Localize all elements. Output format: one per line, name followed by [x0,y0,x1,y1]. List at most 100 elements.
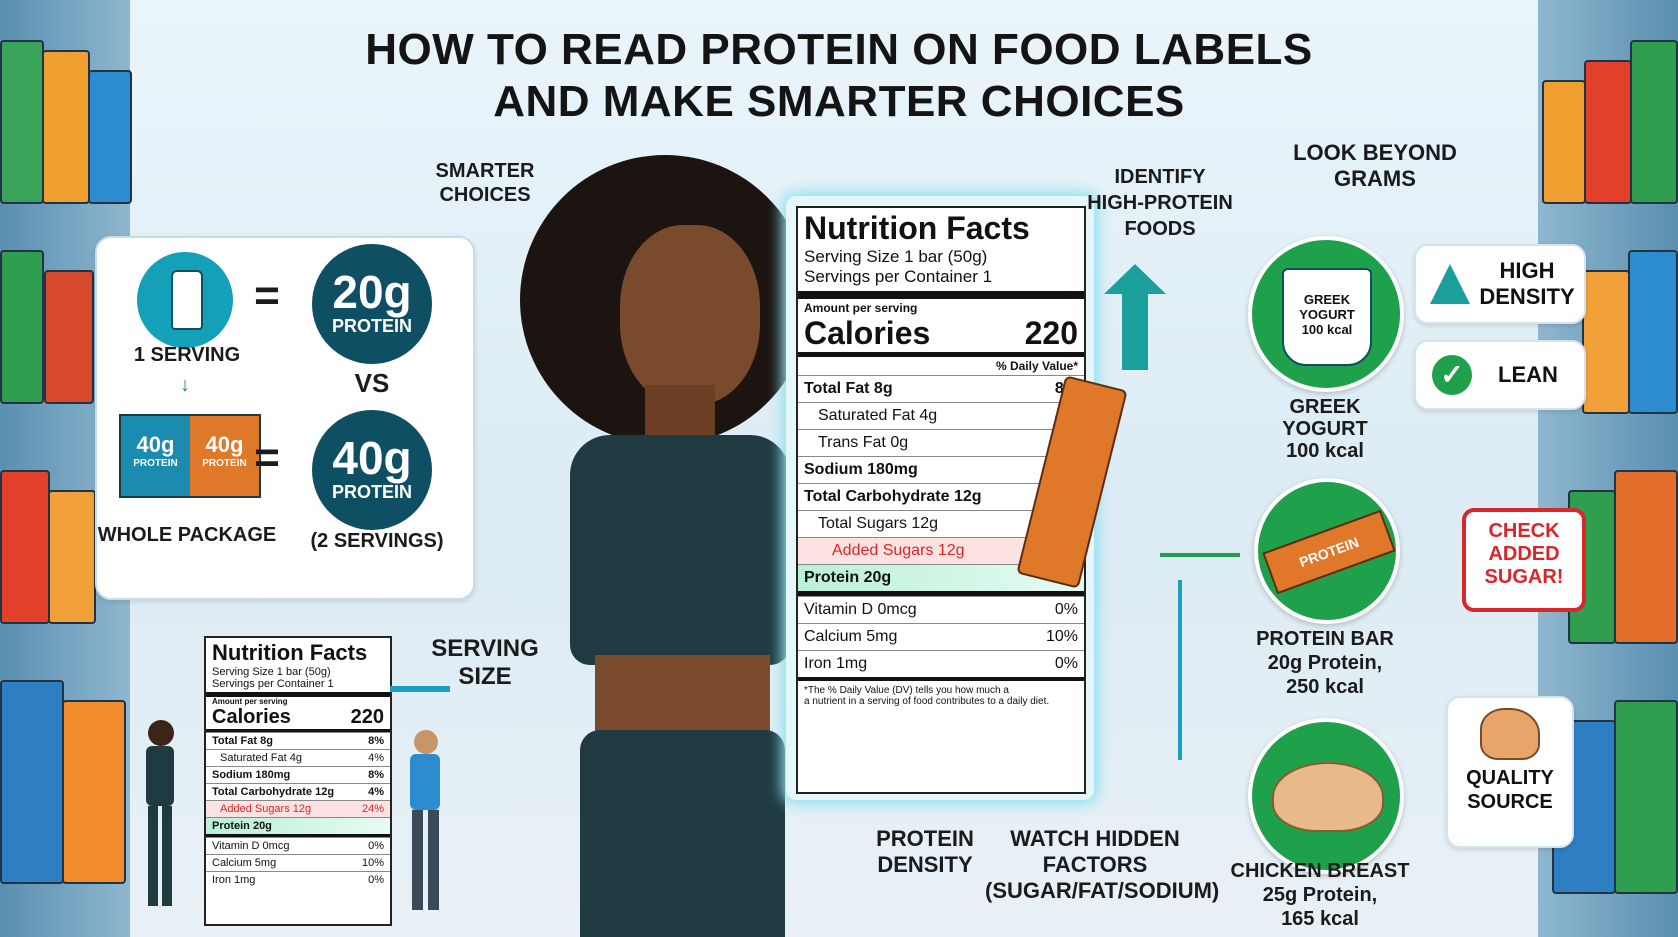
small-nf-row-dv: 24% [361,803,384,815]
protein-bar-line-2: 20g Protein, [1267,652,1383,674]
nf-servings-per: Servings per Container 1 [798,267,1084,299]
bar-right-sub: PROTEIN [202,458,247,469]
yogurt-cup: GREEK YOGURT 100 kcal [1282,268,1372,366]
protein-bar-wrapper: PROTEIN [1262,509,1396,595]
identify-line-1: IDENTIFY [1114,166,1206,188]
check-added-line-1: CHECK [1488,520,1560,542]
flexed-bicep-icon [1480,708,1540,760]
chicken-circle [1248,718,1404,874]
nf-row-name: Total Fat 8g [804,380,893,397]
small-nf-row-dv: 8% [368,735,384,747]
quality-source-badge: QUALITY SOURCE [1446,696,1574,848]
small-nf-row-dv: 4% [368,786,384,798]
arrow-to-chicken-icon [1178,580,1182,760]
small-nf-servings-per: Servings per Container 1 [206,678,390,697]
glass-icon [171,270,203,330]
watch-line-3: (SUGAR/FAT/SODIUM) [985,878,1220,903]
nf-row-name: Total Sugars 12g [818,515,939,532]
identify-line-3: FOODS [1124,218,1196,240]
small-nf-row-dv: 8% [368,769,384,781]
serving-size-line-1: SERVING [431,635,539,662]
small-nf-calories-row: Calories 220 [206,706,390,732]
small-nf-row: Added Sugars 12g 24% [206,800,390,817]
bar-right-half: 40g PROTEIN [190,416,259,496]
small-nutrition-label: Nutrition Facts Serving Size 1 bar (50g)… [204,636,392,926]
check-added-line-2: ADDED [1488,543,1560,565]
nf-row: Total Fat 8g8% [798,375,1084,402]
equals-sign-2: = [254,433,280,482]
nf-row: Vitamin D 0mcg 0% [798,596,1084,623]
small-nf-row-dv: 0% [368,874,384,886]
nf-row: Saturated Fat 4g4% [798,402,1084,429]
small-nf-row: Sodium 180mg 8% [206,766,390,783]
quality-line-1: QUALITY [1466,767,1554,789]
nf-row-name: Added Sugars 12g [832,542,965,559]
small-nf-serving-size: Serving Size 1 bar (50g) [212,666,331,678]
serving-size-line-2: SIZE [458,663,512,690]
woman-main-figure [500,145,870,937]
nf-calories-label: Calories [804,315,931,351]
nf-row-name: Saturated Fat 4g [818,407,938,424]
arrow-to-protein-bar-icon [1160,553,1240,557]
nf-dv-header: % Daily Value* [995,359,1078,373]
check-added-line-3: SUGAR! [1484,566,1564,588]
high-density-line-1: HIGH [1499,258,1555,283]
small-nf-row: Iron 1mg 0% [206,871,390,888]
chicken-line-3: 165 kcal [1281,908,1359,930]
woman-midriff [595,655,770,735]
nf-row-name: Vitamin D 0mcg [804,601,917,618]
small-nf-row-dv: 0% [368,840,384,852]
equals-sign-1: = [254,271,280,320]
nf-row: Trans Fat 0g [798,429,1084,456]
small-nf-row-dv: 10% [361,857,384,869]
nf-row-name: Total Carbohydrate 12g [804,488,982,505]
nf-row-name: Trans Fat 0g [818,434,909,451]
title-line-1: HOW TO READ PROTEIN ON FOOD LABELS [365,25,1313,74]
small-nf-row: Total Fat 8g 8% [206,732,390,749]
protein-circle-2-label: PROTEIN [331,482,412,502]
man-pointing-figure [400,730,450,920]
chicken-line-2: 25g Protein, [1262,884,1378,906]
watch-line-1: WATCH HIDDEN [1010,826,1180,851]
lean-label: LEAN [1498,362,1558,387]
yogurt-line-1: GREEK [1289,396,1361,418]
yogurt-cup-line-2: YOGURT [1299,307,1355,322]
small-nf-row-name: Total Carbohydrate 12g [212,786,335,798]
woman-pointing-figure [130,720,190,920]
chicken-breast-icon [1272,762,1384,832]
yogurt-cup-line-1: GREEK [1303,292,1351,307]
small-nf-calories-label: Calories [212,706,291,728]
high-density-line-2: DENSITY [1479,284,1575,309]
check-added-sugar-badge: CHECK ADDED SUGAR! [1462,508,1586,612]
protein-bar-wrapper-label: PROTEIN [1297,533,1361,571]
protein-density-line-1: PROTEIN [876,826,974,851]
chicken-line-1: CHICKEN BREAST [1230,860,1410,882]
whole-package-label: WHOLE PACKAGE [97,524,277,546]
small-nf-row-name: Total Fat 8g [212,735,273,747]
small-nf-row-name: Calcium 5mg [212,857,277,869]
woman-face [620,225,760,405]
bar-left-sub: PROTEIN [133,458,178,469]
small-nf-row-dv: 4% [368,752,384,764]
bar-right-value: 40g [205,432,244,457]
high-density-badge: HIGH DENSITY [1414,244,1586,324]
small-nf-row-name: Sodium 180mg [212,769,291,781]
protein-circle-1: 20g PROTEIN [312,244,432,364]
smarter-choices-line-1: SMARTER [435,160,535,182]
nf-row: Calcium 5mg 10% [798,623,1084,650]
quality-line-2: SOURCE [1467,791,1553,813]
identify-arrow-up-icon [1122,290,1148,370]
woman-top [570,435,790,665]
identify-line-2: HIGH-PROTEIN [1087,192,1233,214]
yogurt-cup-line-3: 100 kcal [1301,322,1353,337]
two-servings-label: (2 SERVINGS) [310,530,444,552]
nf-footnote-1: *The % Daily Value (DV) tells you how mu… [798,677,1084,696]
nf-row: Sodium 180mg [798,456,1084,483]
look-beyond-line-2: GRAMS [1334,166,1416,191]
look-beyond-line-1: LOOK BEYOND [1293,140,1457,165]
protein-bar-line-1: PROTEIN BAR [1256,628,1394,650]
nf-calories-row: Calories 220 [798,315,1084,357]
vs-label: VS [354,368,390,398]
check-icon: ✓ [1432,355,1472,395]
serving-size-arrow-icon [390,686,450,692]
